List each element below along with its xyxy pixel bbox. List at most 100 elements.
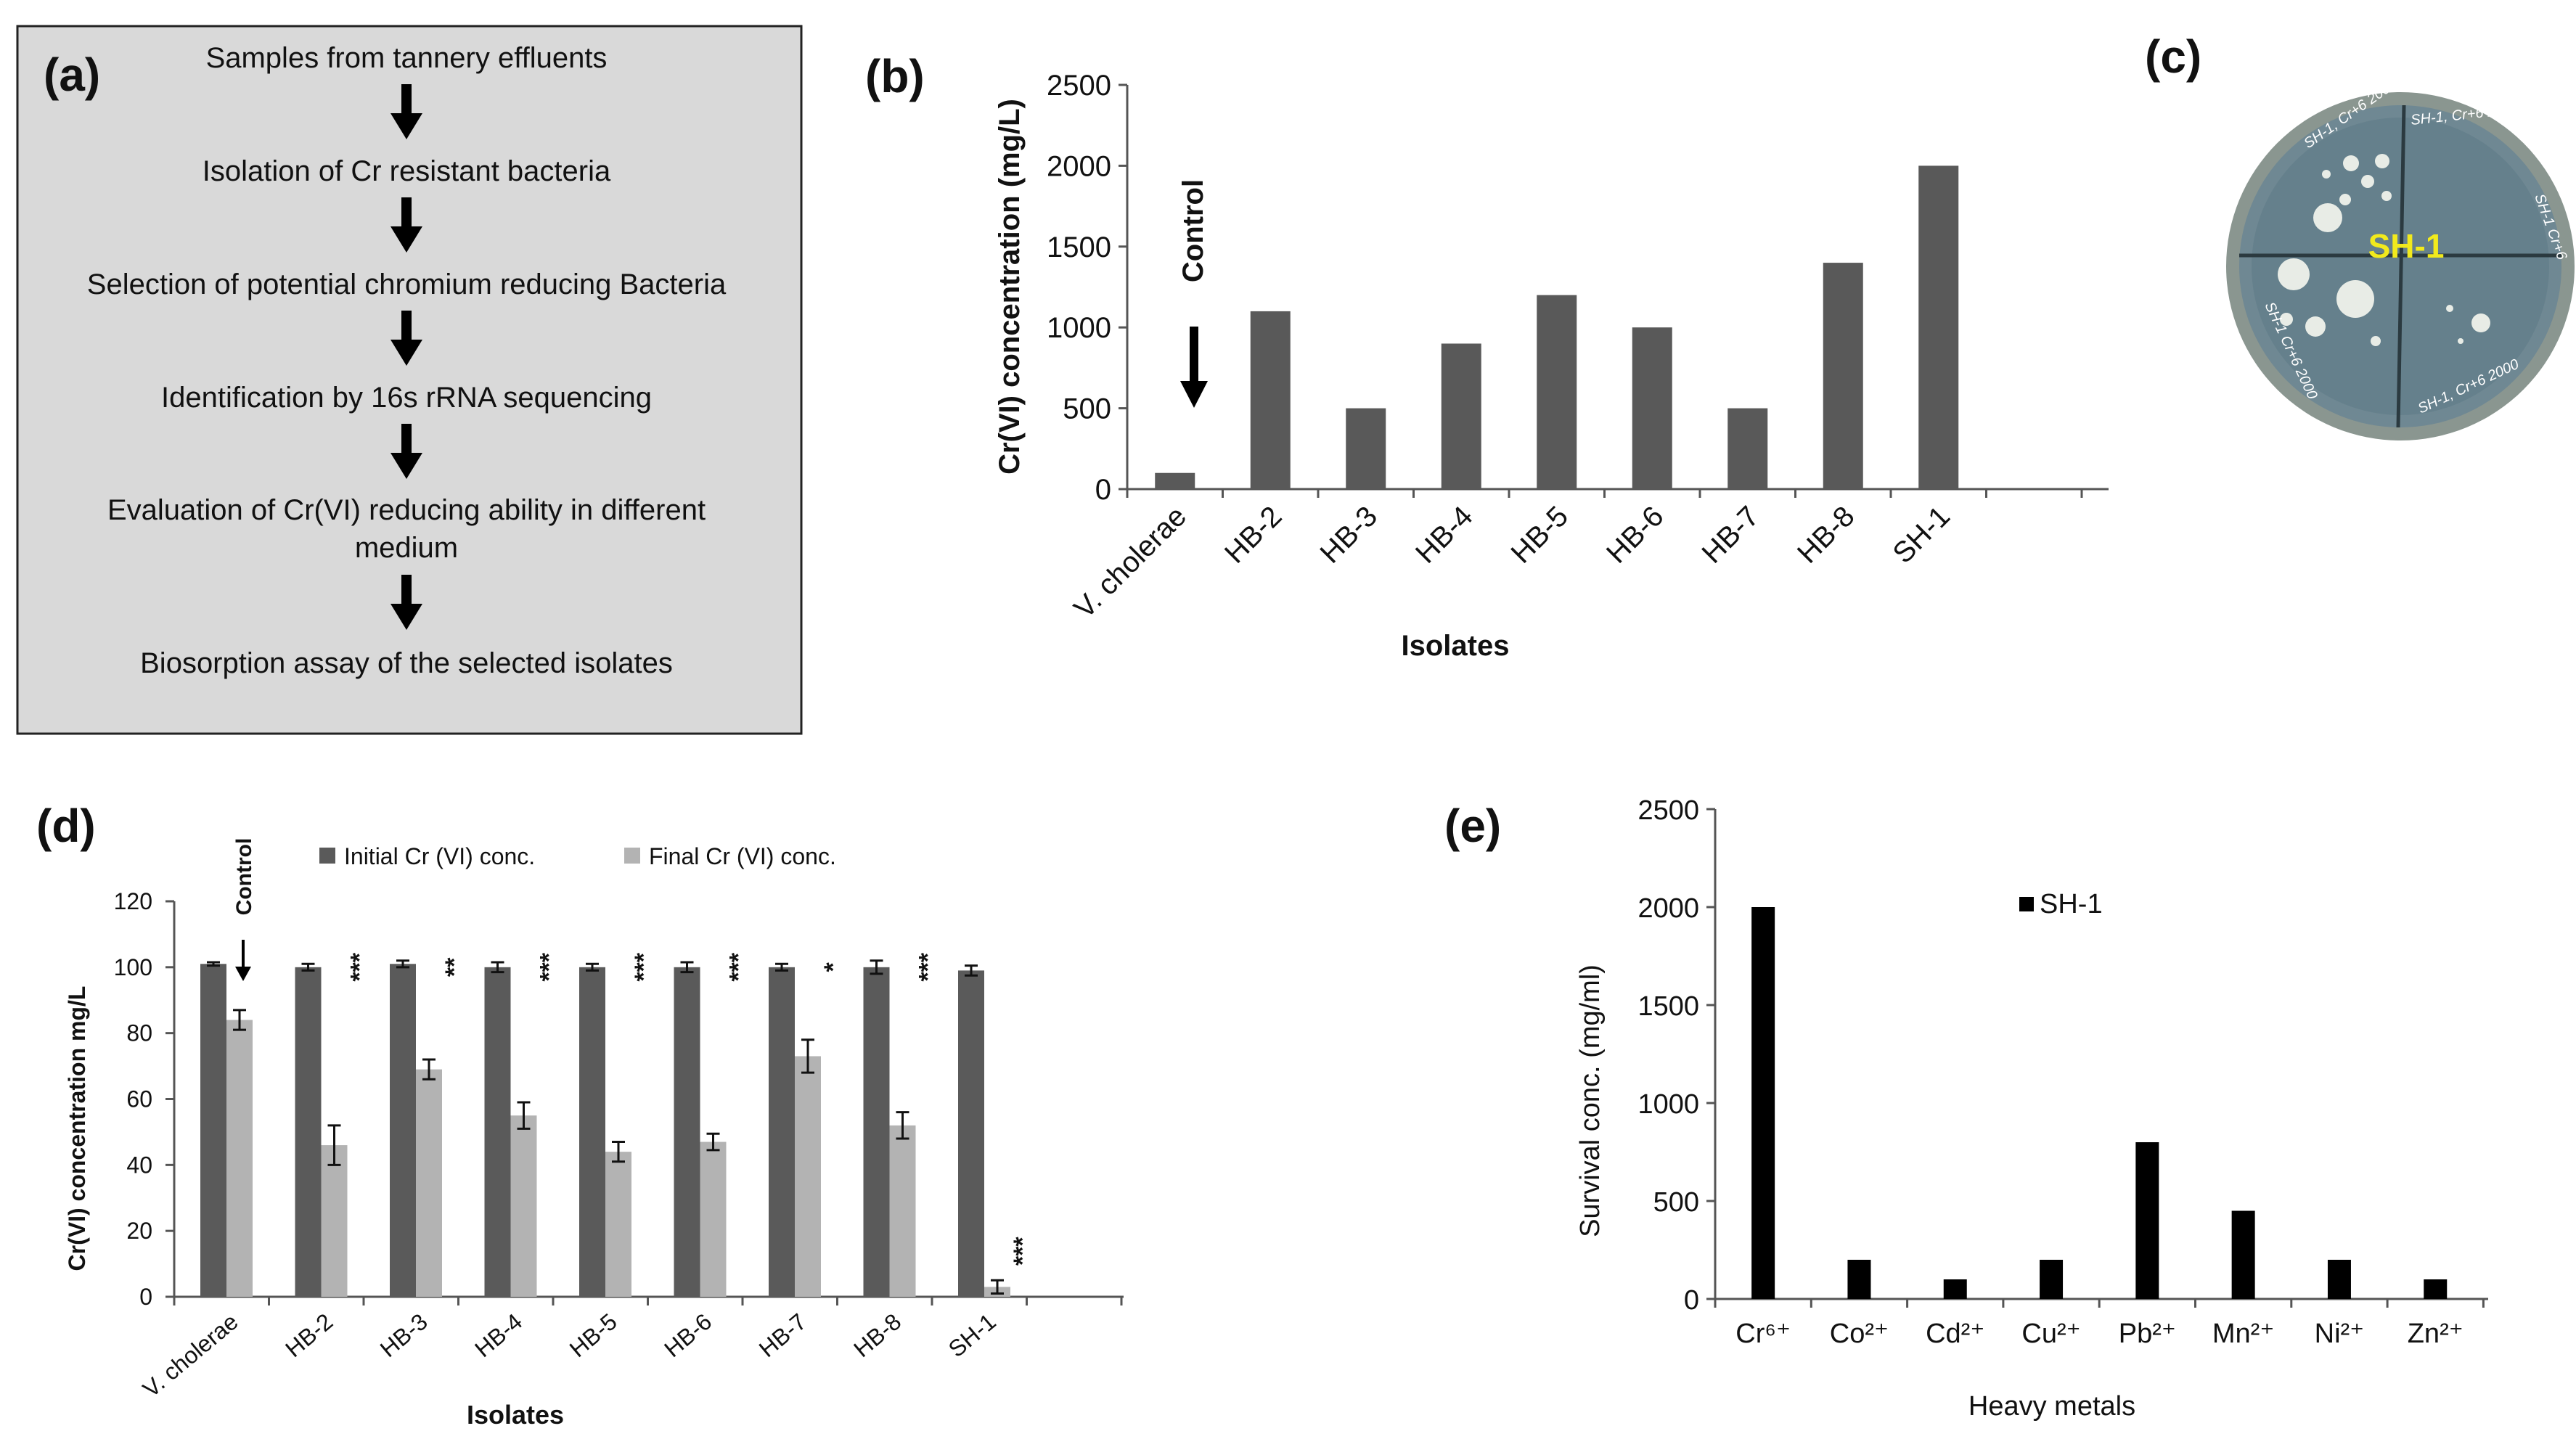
panel-d-significance-marker: * bbox=[819, 962, 847, 972]
panel-e-bar bbox=[2231, 1210, 2255, 1299]
panel-d-category-label: HB-6 bbox=[659, 1308, 716, 1362]
panel-d-bar-initial bbox=[200, 964, 226, 1297]
panel-d-y-tick-label: 20 bbox=[126, 1218, 152, 1244]
panel-d-category-label: HB-8 bbox=[849, 1308, 906, 1362]
panel-b-bar bbox=[1441, 343, 1481, 489]
panel-d-category-label: HB-7 bbox=[754, 1308, 811, 1362]
panel-b-y-tick-label: 1500 bbox=[1047, 231, 1111, 263]
panel-a: (a) Samples from tannery effluents Isola… bbox=[16, 25, 803, 735]
panel-b-category-label: HB-8 bbox=[1791, 500, 1861, 570]
panel-e-y-axis-title: Survival conc. (mg/ml) bbox=[1575, 964, 1606, 1237]
panel-d-significance-marker: *** bbox=[346, 952, 374, 981]
panel-b-category-label: HB-5 bbox=[1505, 500, 1575, 570]
panel-d-legend-label: Final Cr (VI) conc. bbox=[649, 843, 836, 869]
colony bbox=[2280, 313, 2293, 326]
colony bbox=[2343, 155, 2359, 171]
panel-d-category-label: V. cholerae bbox=[138, 1308, 243, 1403]
panel-b-y-tick-label: 0 bbox=[1095, 474, 1111, 506]
panel-b-y-tick-label: 2000 bbox=[1047, 150, 1111, 182]
panel-d-chart: (d) Cr(VI) concentration mg/L Isolates C… bbox=[36, 800, 1124, 1430]
panel-b-bar bbox=[1250, 311, 1291, 489]
colony bbox=[2371, 336, 2381, 346]
panel-d-category-label: HB-4 bbox=[470, 1308, 527, 1362]
panel-b-bar bbox=[1918, 165, 1959, 489]
panel-e-y-tick-label: 2500 bbox=[1637, 795, 1699, 826]
panel-a-label: (a) bbox=[44, 49, 100, 101]
panel-b-control-annotation: Control bbox=[1177, 179, 1209, 282]
panel-b-y-tick-label: 2500 bbox=[1047, 70, 1111, 102]
colony bbox=[2471, 313, 2490, 332]
panel-e-bar bbox=[1847, 1260, 1871, 1299]
colony bbox=[2322, 170, 2331, 179]
panel-d-bar-initial bbox=[769, 967, 795, 1297]
panel-d-bar-initial bbox=[674, 967, 700, 1297]
panel-d-legend-swatch bbox=[319, 848, 335, 864]
flow-step-6: Biosorption assay of the selected isolat… bbox=[140, 647, 673, 679]
colony bbox=[2278, 258, 2310, 290]
flow-step-3: Selection of potential chromium reducing… bbox=[87, 269, 727, 300]
panel-d-bar-final bbox=[416, 1069, 442, 1297]
panel-d-category-label: HB-3 bbox=[375, 1308, 433, 1362]
panel-d-y-tick-label: 40 bbox=[126, 1152, 152, 1178]
down-arrow-icon bbox=[391, 575, 422, 630]
panel-e-category-label: Cd²⁺ bbox=[1926, 1319, 1984, 1349]
flow-arrows bbox=[391, 84, 422, 630]
panel-e-y-tick-label: 0 bbox=[1684, 1285, 1699, 1316]
panel-b-bar bbox=[1632, 327, 1672, 489]
colony bbox=[2361, 175, 2374, 188]
plate-isolate-label: SH-1 bbox=[2368, 227, 2445, 265]
panel-e-category-label: Ni²⁺ bbox=[2315, 1319, 2365, 1349]
panel-d-y-tick-label: 120 bbox=[114, 888, 152, 914]
panel-e-x-axis-title: Heavy metals bbox=[1968, 1391, 2135, 1422]
flow-step-2: Isolation of Cr resistant bacteria bbox=[203, 155, 611, 187]
panel-e-category-label: Cu²⁺ bbox=[2021, 1319, 2080, 1349]
colony bbox=[2458, 338, 2463, 344]
panel-b-y-axis-title: Cr(VI) concentration (mg/L) bbox=[994, 99, 1026, 475]
panel-b-bar bbox=[1823, 263, 1863, 489]
panel-b-category-label: HB-2 bbox=[1219, 500, 1288, 570]
down-arrow-icon bbox=[391, 311, 422, 366]
panel-d-y-tick-label: 60 bbox=[126, 1086, 152, 1112]
panel-e-bar bbox=[2327, 1260, 2351, 1299]
panel-b-bar bbox=[1346, 408, 1386, 489]
panel-d-bar-final bbox=[889, 1125, 916, 1297]
panel-d-bar-final bbox=[510, 1115, 537, 1297]
panel-d-bar-initial bbox=[390, 964, 416, 1297]
panel-d-bar-final bbox=[700, 1141, 727, 1297]
petri-plate-image: SH-1 SH-1, Cr+6 2000ug/ml SH-1, Cr+6 200… bbox=[2226, 76, 2575, 440]
panel-d-bar-initial bbox=[863, 967, 890, 1297]
panel-d-significance-marker: *** bbox=[915, 952, 942, 981]
panel-e-label: (e) bbox=[1444, 800, 1501, 852]
panel-e-bar bbox=[2040, 1260, 2064, 1299]
panel-d-y-axis-title: Cr(VI) concentration mg/L bbox=[64, 986, 90, 1271]
panel-d-significance-marker: *** bbox=[536, 952, 563, 981]
bacterial-colonies bbox=[2278, 154, 2490, 346]
panel-b-category-label: HB-4 bbox=[1410, 500, 1479, 570]
flow-step-5-line-2: medium bbox=[355, 532, 458, 564]
panel-b-control-arrow-icon bbox=[1180, 327, 1208, 408]
panel-e-y-tick-label: 2000 bbox=[1637, 893, 1699, 924]
panel-d-control-annotation: Control bbox=[232, 838, 256, 916]
panel-b-y-tick-label: 500 bbox=[1063, 393, 1111, 425]
panel-b-x-axis-title: Isolates bbox=[1402, 630, 1510, 662]
panel-d-label: (d) bbox=[36, 800, 96, 852]
panel-e-category-label: Cr⁶⁺ bbox=[1735, 1319, 1791, 1349]
panel-b-category-label: HB-7 bbox=[1696, 500, 1766, 570]
panel-d-bar-final bbox=[605, 1152, 631, 1297]
panel-d-legend-swatch bbox=[624, 848, 640, 864]
panel-d-y-tick-label: 100 bbox=[114, 954, 152, 980]
panel-d-bar-initial bbox=[579, 967, 605, 1297]
panel-d-category-label: HB-5 bbox=[565, 1308, 622, 1362]
panel-b-y-tick-label: 1000 bbox=[1047, 312, 1111, 344]
panel-b-chart: (b) Cr(VI) concentration (mg/L) Isolates… bbox=[865, 50, 2109, 662]
panel-d-legend-label: Initial Cr (VI) conc. bbox=[344, 843, 535, 869]
panel-e-y-tick-label: 500 bbox=[1653, 1187, 1699, 1218]
panel-d-bar-final bbox=[226, 1020, 253, 1297]
down-arrow-icon bbox=[391, 197, 422, 253]
flow-step-4: Identification by 16s rRNA sequencing bbox=[161, 382, 652, 414]
panel-d-category-label: HB-2 bbox=[280, 1308, 338, 1362]
panel-e-category-label: Mn²⁺ bbox=[2212, 1319, 2275, 1349]
panel-d-significance-marker: *** bbox=[725, 952, 753, 981]
